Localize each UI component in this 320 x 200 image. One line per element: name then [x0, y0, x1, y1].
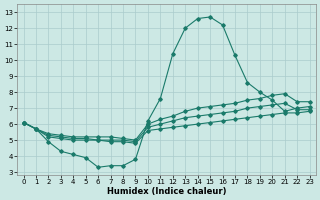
X-axis label: Humidex (Indice chaleur): Humidex (Indice chaleur) — [107, 187, 226, 196]
